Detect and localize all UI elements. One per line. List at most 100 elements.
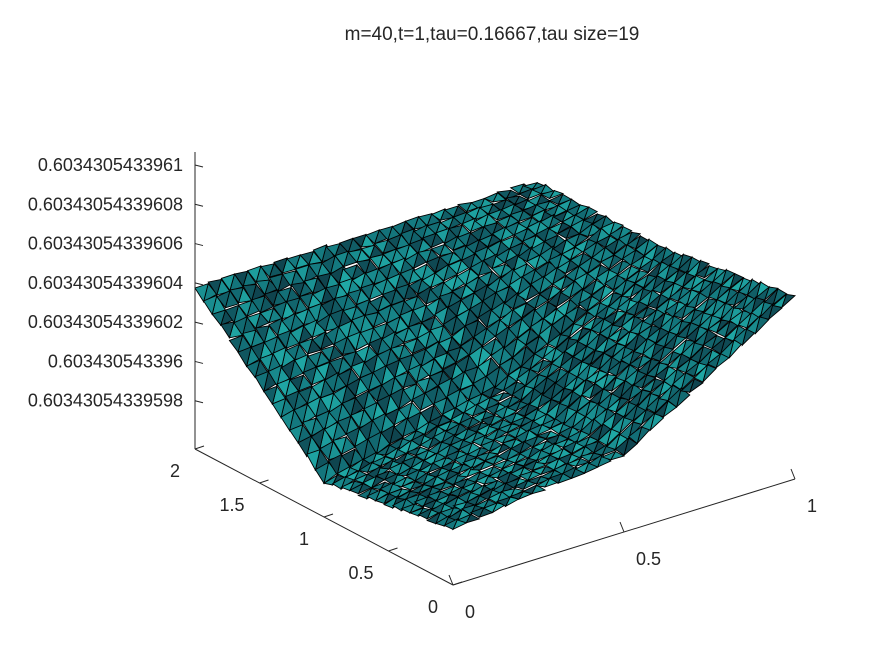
surface-facet [474,245,489,265]
surface-facet [615,363,631,382]
surface-facet [646,326,662,344]
surface-facet [540,418,557,429]
surface-facet [534,300,549,321]
surface-facet [353,473,369,484]
surface-facet [394,326,410,344]
z-tick-label: 0.60343054339602 [28,312,183,332]
surface-facet [457,489,473,504]
surface-facet [611,312,627,328]
surface-facet [503,291,519,310]
surface-facet [656,263,671,281]
surface-facet [526,475,543,485]
surface-facet [207,278,222,297]
surface-facet [311,378,326,399]
surface-facet [613,243,628,261]
surface-facet [548,472,564,484]
surface-facet [490,345,505,367]
surface-facet [378,225,393,241]
surface-facet [478,270,493,287]
surface-facet [587,226,603,244]
surface-facet [584,401,600,423]
surface-facet [540,442,556,455]
surface-facet [381,288,397,307]
surface-facet [211,309,227,327]
surface-plot [194,181,797,531]
surface-facet [531,465,547,475]
surface-facet [556,226,572,240]
surface-facet [473,326,488,347]
surface-facet [403,295,419,312]
surface-facet [425,297,441,318]
surface-facet [424,385,439,407]
surface-facet [607,327,623,343]
surface-facet [513,227,529,243]
surface-facet [419,404,435,425]
surface-facet [383,472,399,486]
surface-facet [364,267,380,285]
surface-facet [465,494,481,506]
surface-facet [585,332,601,351]
surface-facet [693,363,709,383]
surface-facet [537,398,553,416]
surface-facet [438,291,454,310]
surface-facet [531,208,546,224]
surface-facet [599,291,615,308]
surface-facet [672,338,688,356]
x-tick-mark [448,574,454,586]
surface-facet [468,300,484,320]
surface-facet [465,206,481,221]
surface-facet [686,259,702,278]
surface-facet [680,339,696,360]
surface-facet [530,240,546,257]
surface-facet [763,288,779,306]
surface-facet [641,377,657,393]
surface-facet [663,367,678,389]
z-tick-mark [194,203,204,207]
surface-facet [720,273,736,289]
surface-facet [575,435,591,448]
surface-facet [729,276,745,292]
surface-facet [351,314,366,334]
surface-facet [617,231,633,247]
surface-facet [254,370,270,393]
surface-facet [439,216,455,230]
surface-facet [592,443,608,456]
surface-facet [412,304,427,324]
surface-facet [608,225,624,242]
surface-facet [742,295,757,315]
surface-facet [565,204,581,218]
surface-facet [220,321,235,339]
surface-facet [417,507,433,520]
surface-facet [436,443,452,459]
surface-facet [517,216,533,230]
surface-facet [522,458,538,471]
surface-facet [471,434,487,447]
surface-facet [398,354,414,375]
surface-facet [334,250,349,268]
surface-facet [576,361,592,383]
surface-facet [629,318,645,335]
surface-facet [289,374,304,392]
surface-facet [499,267,515,288]
surface-facet [384,446,400,460]
surface-facet [554,369,570,390]
surface-facet [600,450,617,461]
surface-facet [645,361,661,378]
surface-facet [573,271,589,291]
surface-facet [632,373,648,389]
surface-facet [276,329,292,350]
surface-facet [646,292,662,310]
surface-facet [550,349,566,369]
surface-facet [408,507,425,517]
surface-facet [342,264,358,280]
surface-facet [237,346,252,368]
surface-facet [454,398,470,415]
surface-facet [475,451,491,462]
surface-facet [425,340,440,361]
surface-facet [336,465,352,479]
surface-facet [698,312,714,331]
surface-facet [497,447,513,461]
surface-facet [519,386,535,406]
surface-facet [374,470,391,481]
